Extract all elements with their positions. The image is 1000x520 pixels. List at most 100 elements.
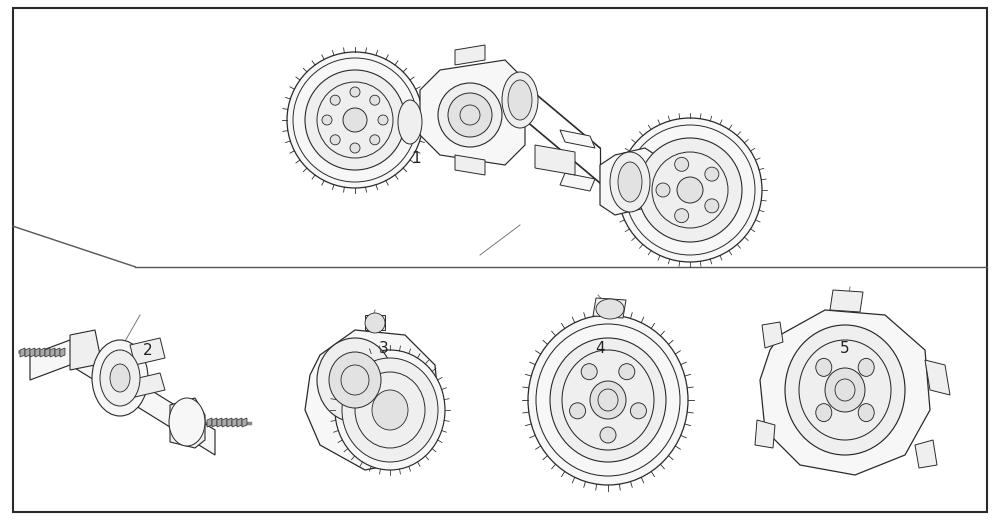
Polygon shape: [232, 418, 237, 427]
Ellipse shape: [619, 363, 635, 380]
Polygon shape: [45, 348, 50, 357]
Ellipse shape: [438, 83, 502, 147]
Ellipse shape: [305, 70, 405, 170]
Polygon shape: [20, 348, 25, 357]
Polygon shape: [60, 348, 65, 357]
Ellipse shape: [858, 404, 874, 422]
Ellipse shape: [570, 403, 586, 419]
Ellipse shape: [581, 363, 597, 380]
Ellipse shape: [677, 177, 703, 203]
Ellipse shape: [816, 404, 832, 422]
Ellipse shape: [835, 379, 855, 401]
Ellipse shape: [508, 80, 532, 120]
Ellipse shape: [317, 338, 393, 422]
Polygon shape: [237, 418, 242, 427]
Ellipse shape: [370, 135, 380, 145]
Ellipse shape: [596, 299, 624, 319]
Polygon shape: [40, 348, 45, 357]
Polygon shape: [50, 348, 55, 357]
Polygon shape: [365, 315, 385, 330]
Polygon shape: [420, 60, 525, 165]
Polygon shape: [30, 348, 35, 357]
Ellipse shape: [398, 100, 422, 144]
Ellipse shape: [610, 152, 650, 212]
Ellipse shape: [625, 125, 755, 255]
Text: 2: 2: [143, 343, 153, 358]
Polygon shape: [560, 173, 595, 191]
Polygon shape: [630, 168, 655, 198]
Polygon shape: [130, 338, 165, 365]
Polygon shape: [35, 348, 40, 357]
Polygon shape: [242, 418, 247, 427]
Polygon shape: [305, 330, 440, 470]
Ellipse shape: [785, 325, 905, 455]
Ellipse shape: [858, 358, 874, 376]
Ellipse shape: [365, 313, 385, 333]
Ellipse shape: [502, 72, 538, 128]
Ellipse shape: [329, 352, 381, 408]
Ellipse shape: [638, 138, 742, 242]
Ellipse shape: [372, 390, 408, 430]
Ellipse shape: [378, 115, 388, 125]
Text: 1: 1: [411, 151, 421, 166]
Ellipse shape: [92, 340, 148, 416]
Polygon shape: [925, 360, 950, 395]
Ellipse shape: [169, 398, 205, 446]
Ellipse shape: [618, 162, 642, 202]
Ellipse shape: [618, 118, 762, 262]
Polygon shape: [455, 45, 485, 65]
Ellipse shape: [110, 364, 130, 392]
Ellipse shape: [370, 95, 380, 105]
Ellipse shape: [342, 358, 438, 462]
Polygon shape: [593, 298, 626, 318]
Polygon shape: [600, 148, 660, 215]
Ellipse shape: [562, 350, 654, 450]
Text: 3: 3: [379, 341, 389, 356]
Polygon shape: [30, 340, 215, 455]
Polygon shape: [755, 420, 775, 448]
Polygon shape: [217, 418, 222, 427]
Ellipse shape: [590, 381, 626, 419]
Polygon shape: [212, 418, 217, 427]
Polygon shape: [830, 290, 863, 312]
Ellipse shape: [330, 135, 340, 145]
Ellipse shape: [350, 87, 360, 97]
Ellipse shape: [293, 58, 417, 182]
Polygon shape: [385, 102, 410, 142]
Ellipse shape: [598, 389, 618, 411]
Polygon shape: [70, 330, 100, 375]
Polygon shape: [170, 398, 205, 448]
Polygon shape: [222, 418, 227, 427]
Ellipse shape: [287, 52, 423, 188]
Polygon shape: [535, 145, 575, 175]
Polygon shape: [130, 373, 165, 397]
Polygon shape: [55, 348, 60, 357]
Ellipse shape: [675, 209, 689, 223]
Text: 5: 5: [840, 341, 850, 356]
Polygon shape: [207, 418, 212, 427]
Ellipse shape: [322, 115, 332, 125]
Polygon shape: [455, 155, 485, 175]
Ellipse shape: [825, 368, 865, 412]
Ellipse shape: [100, 350, 140, 406]
Polygon shape: [760, 310, 930, 475]
Ellipse shape: [448, 93, 492, 137]
Ellipse shape: [630, 403, 646, 419]
Ellipse shape: [317, 82, 393, 158]
Text: 4: 4: [595, 341, 605, 356]
Ellipse shape: [816, 358, 832, 376]
Ellipse shape: [460, 105, 480, 125]
Ellipse shape: [343, 108, 367, 132]
Ellipse shape: [799, 340, 891, 440]
Polygon shape: [560, 130, 595, 148]
Ellipse shape: [335, 350, 445, 470]
Ellipse shape: [600, 427, 616, 443]
Ellipse shape: [355, 372, 425, 448]
Ellipse shape: [550, 338, 666, 462]
Polygon shape: [227, 418, 232, 427]
Ellipse shape: [705, 167, 719, 181]
Polygon shape: [762, 322, 783, 348]
Ellipse shape: [705, 199, 719, 213]
Ellipse shape: [341, 365, 369, 395]
Polygon shape: [915, 440, 937, 468]
